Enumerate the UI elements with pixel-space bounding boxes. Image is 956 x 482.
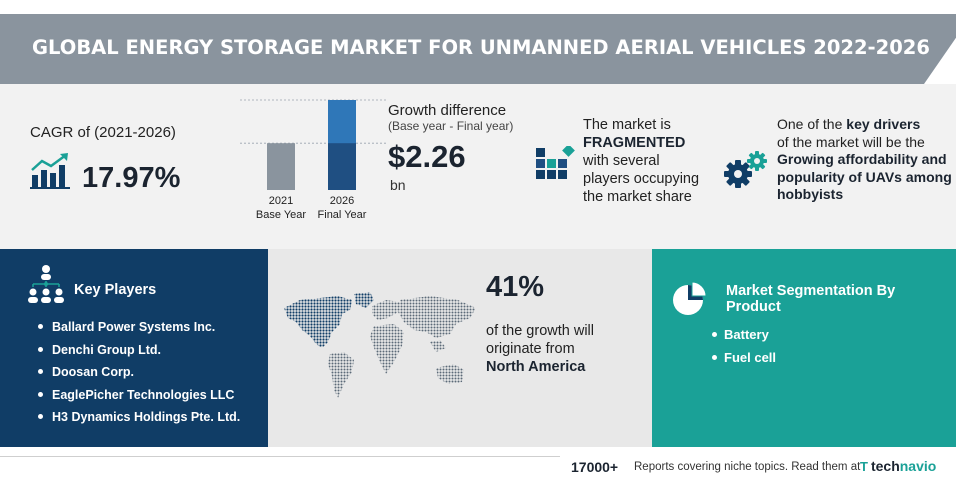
segmentation-panel — [652, 249, 956, 447]
pie-chart-icon — [673, 281, 707, 315]
cagr-label: CAGR of (2021-2026) — [30, 124, 176, 141]
world-map-icon — [284, 292, 476, 398]
page-title: GLOBAL ENERGY STORAGE MARKET FOR UNMANNE… — [32, 36, 930, 59]
growth-difference-unit: bn — [390, 177, 406, 193]
logo-mark-icon: T — [860, 458, 868, 474]
summary-panel — [0, 84, 956, 249]
fragmented-text: The market is FRAGMENTED with several pl… — [583, 116, 718, 206]
key-players-list: Ballard Power Systems Inc. Denchi Group … — [38, 318, 240, 431]
bar-period-label: Base Year — [256, 209, 306, 221]
key-players-panel — [0, 249, 268, 447]
bar-chart-growth-icon — [30, 153, 70, 189]
key-players-title: Key Players — [74, 282, 157, 298]
header-banner — [0, 14, 956, 84]
drivers-intro2: of the market will be the — [777, 133, 925, 150]
region-panel — [268, 249, 652, 447]
fragmented-line1: The market is — [583, 117, 671, 133]
list-item: H3 Dynamics Holdings Pte. Ltd. — [38, 408, 240, 431]
technavio-logo[interactable]: T tech navio — [860, 457, 936, 475]
driver-description: Growing affordability and popularity of … — [777, 151, 952, 202]
segmentation-list: Battery Fuel cell — [712, 328, 776, 373]
growth-difference-value: $2.26 — [388, 139, 466, 174]
region-growth-text: of the growth will originate from — [486, 323, 594, 357]
list-item: Battery — [712, 328, 776, 351]
footer-divider — [0, 456, 560, 457]
fragmented-line4: the market share — [583, 189, 692, 205]
fragmented-line2: with several — [583, 153, 660, 169]
segmentation-title: Market Segmentation By Product — [726, 283, 896, 315]
bar-2021 — [267, 143, 295, 190]
bar-year-label: 2021 — [269, 195, 293, 207]
list-item: EaglePicher Technologies LLC — [38, 386, 240, 409]
gears-icon — [724, 151, 767, 188]
growth-difference-label: Growth difference — [388, 102, 507, 119]
region-name: North America — [486, 359, 586, 375]
logo-tech-text: tech — [870, 458, 900, 474]
logo-navio-text: navio — [899, 458, 937, 474]
network-people-icon — [28, 265, 64, 303]
list-item: Ballard Power Systems Inc. — [38, 318, 240, 341]
drivers-intro1: One of the — [777, 116, 847, 132]
bar-year-label: 2026 — [330, 195, 354, 207]
bar-period-label: Final Year — [318, 209, 367, 221]
region-growth-percent: 41% — [486, 271, 545, 303]
list-item: Denchi Group Ltd. — [38, 341, 240, 364]
drivers-keyword: key drivers — [846, 116, 921, 132]
key-drivers-text: One of the key drivers of the market wil… — [777, 116, 952, 204]
growth-bar-chart: 2021 Base Year 2026 Final Year — [240, 99, 388, 221]
footer-report-count: 17000+ — [571, 459, 619, 475]
bar-growth-segment — [328, 100, 356, 144]
fragmented-line3: players occupying — [583, 171, 700, 187]
footer-text: Reports covering niche topics. Read them… — [634, 461, 861, 473]
fragmented-keyword: FRAGMENTED — [583, 135, 686, 151]
list-item: Doosan Corp. — [38, 363, 240, 386]
list-item: Fuel cell — [712, 350, 776, 374]
fragmented-blocks-icon — [536, 146, 575, 179]
growth-difference-sublabel: (Base year - Final year) — [388, 119, 514, 133]
cagr-value: 17.97% — [82, 162, 181, 194]
